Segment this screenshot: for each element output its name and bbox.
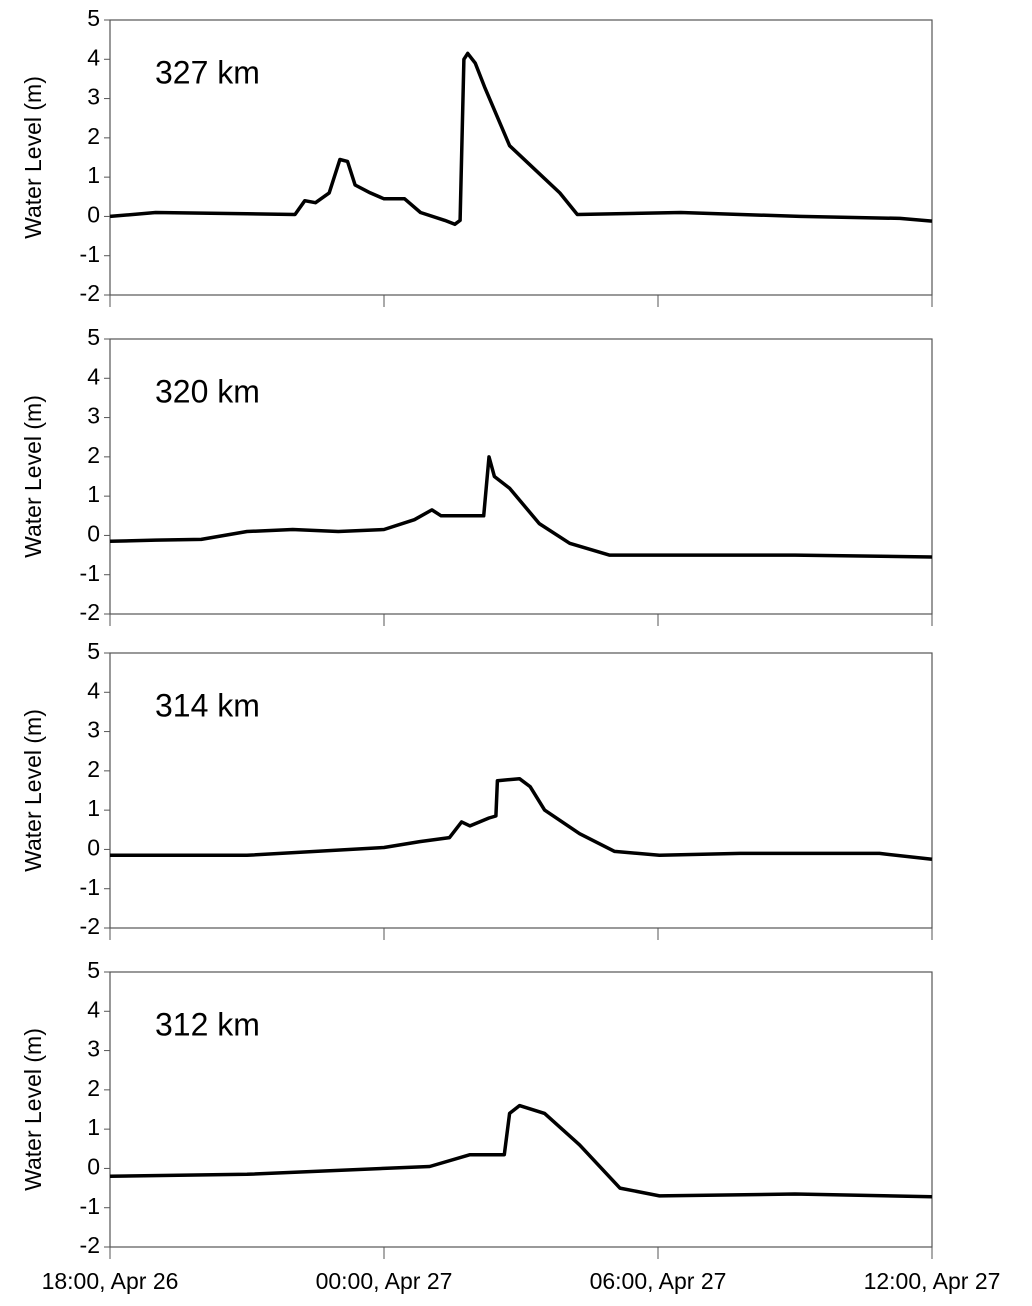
y-tick-label: 1	[87, 1114, 100, 1140]
y-tick-label: 3	[87, 84, 100, 110]
y-tick-label: 5	[87, 324, 100, 350]
line	[109, 455, 933, 559]
y-tick-label: 3	[87, 1036, 100, 1062]
y-tick-label: -2	[80, 913, 100, 939]
panel-label: 312 km	[155, 1006, 260, 1042]
y-tick-label: 2	[87, 1075, 100, 1101]
y-tick-label: -1	[80, 241, 100, 267]
y-axis-label: Water Level (m)	[20, 395, 46, 558]
y-tick-label: 5	[87, 5, 100, 31]
x-tick-label: 12:00, Apr 27	[864, 1268, 1001, 1294]
y-tick-label: 0	[87, 1154, 100, 1180]
y-tick-label: -1	[80, 1193, 100, 1219]
line	[110, 776, 933, 862]
y-axis-label: Water Level (m)	[20, 76, 46, 239]
x-tick-label: 06:00, Apr 27	[590, 1268, 727, 1294]
y-tick-label: -2	[80, 599, 100, 625]
y-tick-label: 4	[87, 44, 100, 70]
y-tick-label: 4	[87, 677, 100, 703]
y-tick-label: 1	[87, 481, 100, 507]
y-tick-label: 2	[87, 756, 100, 782]
y-tick-label: 0	[87, 202, 100, 228]
y-tick-label: 3	[87, 403, 100, 429]
plot-frame	[109, 19, 933, 296]
y-tick-label: 2	[87, 123, 100, 149]
plot-frame	[109, 971, 933, 1248]
y-tick-label: -2	[80, 1232, 100, 1258]
y-tick-label: 5	[87, 638, 100, 664]
y-tick-label: 2	[87, 442, 100, 468]
y-tick-label: 5	[87, 957, 100, 983]
y-tick-label: 3	[87, 717, 100, 743]
y-tick-label: 4	[87, 996, 100, 1022]
plot-frame	[109, 338, 933, 615]
line	[109, 51, 933, 227]
x-tick-label: 00:00, Apr 27	[316, 1268, 453, 1294]
line	[109, 1103, 933, 1199]
panel-label: 314 km	[155, 687, 260, 723]
y-tick-label: 0	[87, 521, 100, 547]
y-axis-label: Water Level (m)	[20, 709, 46, 872]
y-tick-label: 1	[87, 162, 100, 188]
y-tick-label: 1	[87, 795, 100, 821]
plot-frame	[109, 652, 933, 929]
y-tick-label: -1	[80, 874, 100, 900]
panel-label: 327 km	[155, 54, 260, 90]
y-tick-label: -1	[80, 560, 100, 586]
panel-label: 320 km	[155, 373, 260, 409]
x-tick-label: 18:00, Apr 26	[42, 1268, 179, 1294]
y-tick-label: 0	[87, 835, 100, 861]
y-tick-label: -2	[80, 280, 100, 306]
y-tick-label: 4	[87, 363, 100, 389]
y-axis-label: Water Level (m)	[20, 1028, 46, 1191]
